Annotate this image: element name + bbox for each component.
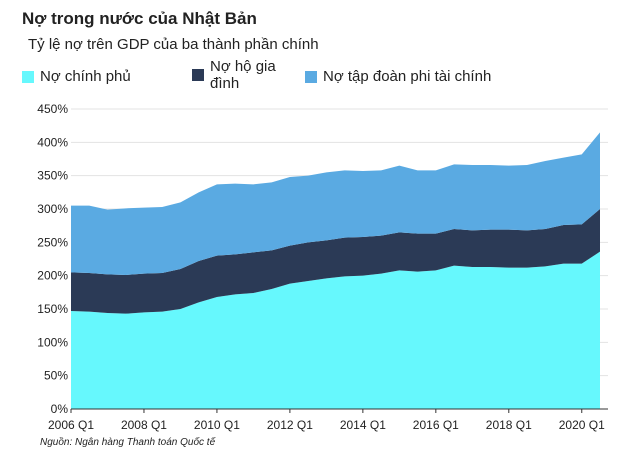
x-tick-label: 2012 Q1 [267, 418, 313, 432]
legend-item: Nợ tập đoàn phi tài chính [305, 68, 491, 85]
legend-swatch [305, 70, 317, 83]
area [71, 251, 600, 409]
y-tick-label: 300% [37, 202, 68, 216]
legend: Nợ chính phủ Nợ hộ gia đình Nợ tập đoàn ph… [22, 58, 622, 98]
x-tick-label: 2006 Q1 [48, 418, 94, 432]
y-tick-label: 150% [37, 302, 68, 316]
x-tick-label: 2018 Q1 [486, 418, 532, 432]
source-note: Nguồn: Ngân hàng Thanh toán Quốc tế [40, 436, 217, 448]
y-tick-label: 50% [44, 369, 68, 383]
y-tick-label: 350% [37, 169, 68, 183]
area [71, 209, 600, 314]
legend-label: Nợ hộ gia đình [210, 58, 276, 92]
legend-swatch [192, 69, 204, 81]
x-tick-label: 2014 Q1 [340, 418, 386, 432]
y-tick-label: 100% [37, 335, 68, 349]
y-tick-label: 200% [37, 269, 68, 283]
legend-label: Nợ tập đoàn phi tài chính [323, 68, 492, 85]
area [71, 132, 600, 275]
chart-title: Nợ trong nước của Nhật Bản [22, 9, 257, 28]
legend-item: Nợ chính phủ [22, 68, 131, 85]
chart-subtitle: Tỷ lệ nợ trên GDP của ba thành phần chín… [28, 36, 319, 53]
legend-swatch [22, 70, 34, 83]
x-tick-label: 2008 Q1 [121, 418, 167, 432]
legend-label: Nợ chính phủ [40, 68, 131, 85]
y-tick-label: 450% [37, 102, 68, 116]
legend-item: Nợ hộ gia đình [192, 58, 290, 92]
y-tick-label: 250% [37, 235, 68, 249]
y-tick-label: 0% [51, 402, 69, 416]
y-tick-label: 400% [37, 135, 68, 149]
x-tick-label: 2010 Q1 [194, 418, 240, 432]
x-tick-label: 2020 Q1 [559, 418, 605, 432]
x-tick-label: 2016 Q1 [413, 418, 459, 432]
